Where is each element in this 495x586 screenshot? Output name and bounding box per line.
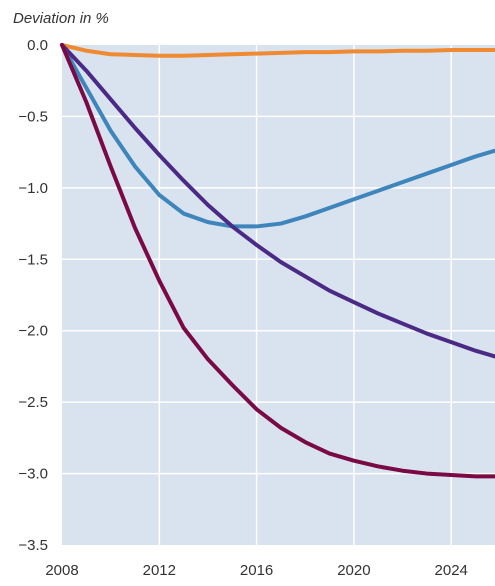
series-line-1 bbox=[60, 43, 495, 58]
y-tick-label: −1.0 bbox=[18, 180, 48, 197]
y-tick-label: −0.5 bbox=[18, 108, 48, 125]
x-tick-label: 2016 bbox=[240, 562, 273, 579]
series-line-2 bbox=[60, 43, 495, 229]
y-tick-label: −1.5 bbox=[18, 251, 48, 268]
series-line-3 bbox=[60, 43, 495, 359]
y-tick-labels: 0.0 −0.5 −1.0 −1.5 −2.0 −2.5 −3.0 −3.5 bbox=[18, 37, 48, 554]
x-tick-label: 2020 bbox=[337, 562, 370, 579]
y-tick-label: −3.5 bbox=[18, 537, 48, 554]
y-tick-label: −2.0 bbox=[18, 323, 48, 340]
y-tick-label: −3.0 bbox=[18, 466, 48, 483]
y-tick-label: −2.5 bbox=[18, 394, 48, 411]
series-layer bbox=[60, 43, 495, 479]
x-tick-label: 2012 bbox=[143, 562, 176, 579]
x-tick-label: 2008 bbox=[45, 562, 78, 579]
y-tick-label: 0.0 bbox=[27, 37, 48, 54]
y-axis-label: Deviation in % bbox=[13, 10, 109, 27]
x-tick-labels: 2008 2012 2016 2020 2024 bbox=[45, 562, 468, 579]
x-tick-label: 2024 bbox=[435, 562, 468, 579]
series-line-4 bbox=[60, 43, 495, 479]
